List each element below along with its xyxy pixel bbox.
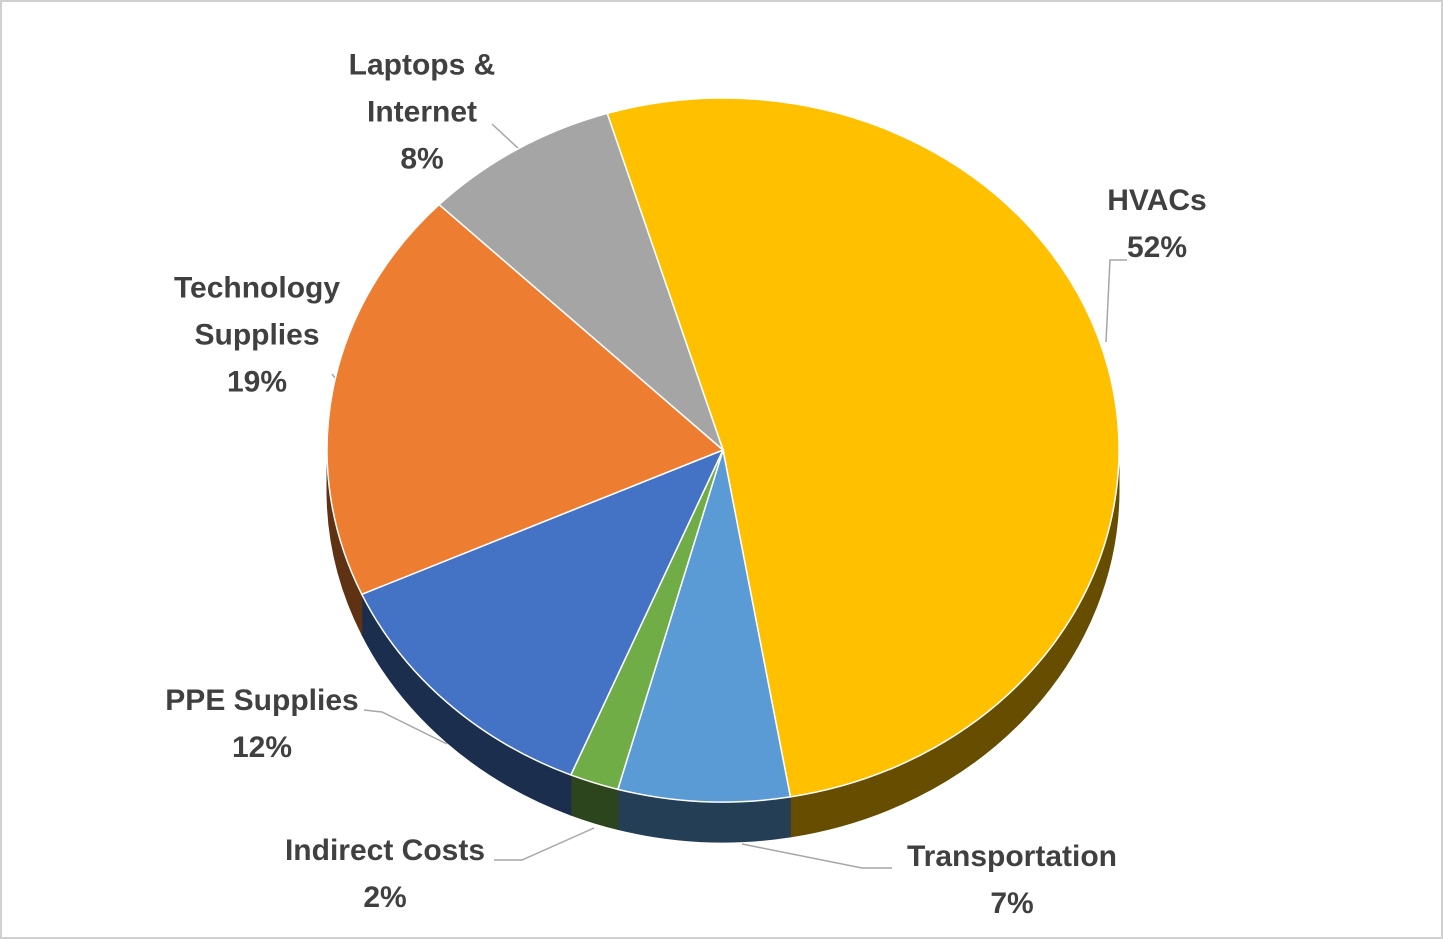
data-label: HVACs 52%	[1047, 177, 1267, 271]
slice	[437, 112, 725, 453]
leader-line	[1105, 259, 1127, 343]
slice	[360, 448, 725, 776]
data-label: PPE Supplies 12%	[112, 677, 412, 771]
category-label: PPE Supplies	[165, 684, 359, 717]
data-label: Indirect Costs 2%	[235, 827, 535, 921]
value-label: 12%	[231, 731, 293, 764]
slice	[616, 449, 792, 803]
slice	[326, 203, 725, 596]
leader-lines	[331, 123, 1127, 869]
value-label: 19%	[226, 365, 288, 399]
leader-line	[491, 123, 521, 151]
leader-line	[494, 827, 595, 861]
category-label: Transportation	[906, 840, 1117, 873]
value-label: 2%	[363, 881, 407, 914]
value-label: 52%	[1126, 231, 1188, 264]
value-label: 8%	[400, 142, 444, 176]
leader-line	[363, 709, 448, 745]
category-label: HVACs	[1107, 184, 1207, 217]
value-label: 7%	[990, 887, 1034, 920]
data-label: Laptops & Internet 8%	[322, 42, 522, 183]
data-label: Technology Supplies 19%	[157, 265, 357, 406]
data-label: Transportation 7%	[862, 833, 1162, 927]
category-label: Laptops & Internet	[348, 48, 496, 129]
category-label: Indirect Costs	[284, 834, 486, 867]
category-label: Technology Supplies	[173, 271, 341, 352]
slice	[606, 97, 1120, 798]
leader-line	[741, 843, 892, 869]
